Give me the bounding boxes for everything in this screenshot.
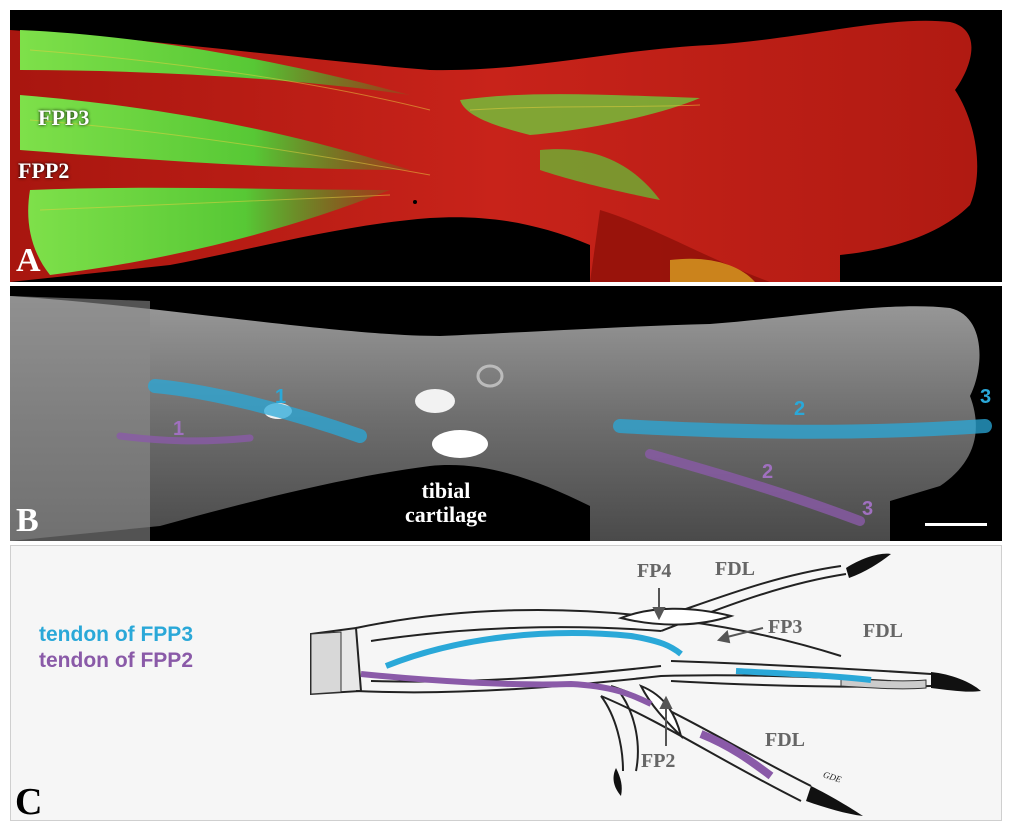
bright-spot — [432, 430, 488, 458]
label-fpp2: FPP2 — [18, 158, 70, 183]
label-fp2: FP2 — [641, 750, 676, 772]
panel-c-drawing — [310, 553, 981, 816]
muscle-bundle — [540, 149, 660, 200]
digit-middle — [670, 660, 932, 675]
claw — [846, 553, 891, 578]
panel-a: FPP3 FPP2 A — [10, 10, 1002, 282]
panel-letter-b: B — [16, 502, 39, 539]
claw — [613, 768, 622, 796]
digit-small — [600, 695, 624, 772]
panel-letter-c: C — [15, 781, 43, 821]
label-fp4: FP4 — [637, 560, 672, 582]
panel-a-image — [10, 20, 978, 282]
tendon-fpp2-trace — [116, 432, 254, 445]
tendon-fpp3-drawing — [384, 630, 683, 669]
purple-number-2: 2 — [762, 461, 774, 483]
blue-number-2: 2 — [794, 398, 806, 420]
cartilage-line-2: cartilage — [405, 502, 487, 527]
tendon-fpp2-drawing — [699, 730, 774, 780]
label-fdl-bottom: FDL — [765, 729, 805, 751]
blue-number-3: 3 — [980, 386, 992, 408]
muscle-bundle — [20, 30, 410, 95]
label-fdl-top: FDL — [715, 558, 755, 580]
tibial-cartilage-label: tibial cartilage — [405, 479, 487, 527]
tendon-fpp3-trace — [148, 379, 367, 443]
blue-number-1: 1 — [275, 386, 287, 408]
muscle-bundle — [28, 187, 391, 275]
tendon-fpp3-trace — [613, 419, 992, 439]
purple-number-3: 3 — [862, 498, 874, 520]
panel-b: 1 2 3 1 2 3 tibial cartilage B — [10, 286, 1002, 541]
tendon-fpp2-trace — [645, 449, 865, 526]
cartilage-line-1: tibial — [421, 478, 471, 503]
arrow-fp3 — [722, 627, 764, 639]
tendon-fpp2-label: tendon of FPP2 — [39, 649, 193, 672]
panel-c: tendon of FPP3 tendon of FPP2 FP4 FDL FP… — [10, 545, 1002, 821]
label-fpp3: FPP3 — [38, 105, 90, 130]
tendon-fpp2-drawing — [360, 671, 653, 707]
tissue-body — [10, 296, 980, 541]
panel-b-image — [10, 296, 992, 541]
tendon-fpp3-label: tendon of FPP3 — [39, 623, 193, 646]
claw — [931, 672, 981, 692]
panel-letter-a: A — [16, 242, 41, 279]
purple-number-1: 1 — [173, 418, 185, 440]
muscle-bundle — [20, 95, 410, 170]
claw — [806, 786, 863, 816]
label-fdl-mid: FDL — [863, 620, 903, 642]
muscle-bundle — [460, 94, 700, 135]
tendon-fpp3-drawing — [735, 668, 872, 683]
bright-spot — [415, 389, 455, 413]
scale-bar — [925, 523, 987, 526]
label-fp3: FP3 — [768, 616, 803, 638]
